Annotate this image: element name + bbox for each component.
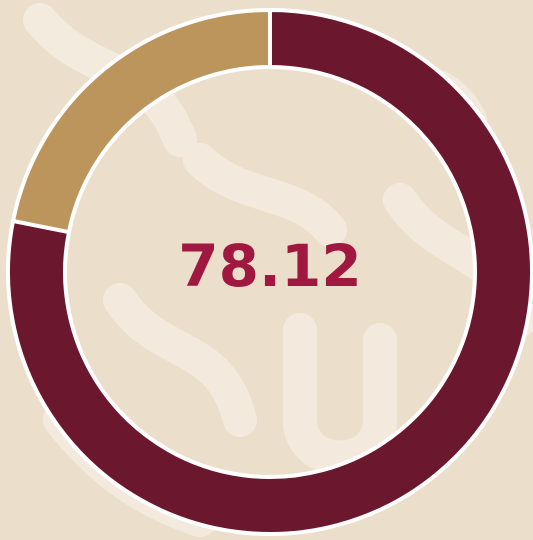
center-label: 78.12 xyxy=(178,232,361,300)
chart: 78.12 xyxy=(0,0,533,540)
